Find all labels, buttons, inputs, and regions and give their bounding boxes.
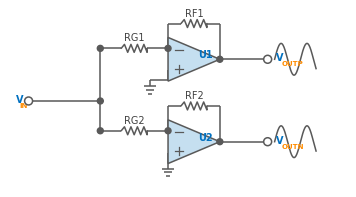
Text: V: V: [16, 95, 23, 105]
Circle shape: [217, 139, 223, 145]
Polygon shape: [168, 37, 220, 81]
Text: U2: U2: [199, 133, 213, 143]
Text: V: V: [276, 53, 283, 63]
Text: V: V: [276, 136, 283, 146]
Circle shape: [97, 128, 103, 134]
Text: IN: IN: [19, 103, 27, 109]
Circle shape: [165, 45, 171, 51]
Text: RF2: RF2: [184, 91, 203, 101]
Text: OUTP: OUTP: [282, 61, 303, 67]
Text: OUTN: OUTN: [282, 144, 304, 150]
Text: RG1: RG1: [124, 33, 145, 43]
Circle shape: [165, 128, 171, 134]
Circle shape: [264, 55, 272, 63]
Polygon shape: [168, 120, 220, 164]
Text: RG2: RG2: [124, 116, 145, 126]
Text: U1: U1: [199, 50, 213, 60]
Text: RF1: RF1: [185, 8, 203, 19]
Circle shape: [264, 138, 272, 146]
Circle shape: [217, 56, 223, 62]
Circle shape: [97, 98, 103, 104]
Circle shape: [97, 45, 103, 51]
Circle shape: [25, 97, 32, 105]
